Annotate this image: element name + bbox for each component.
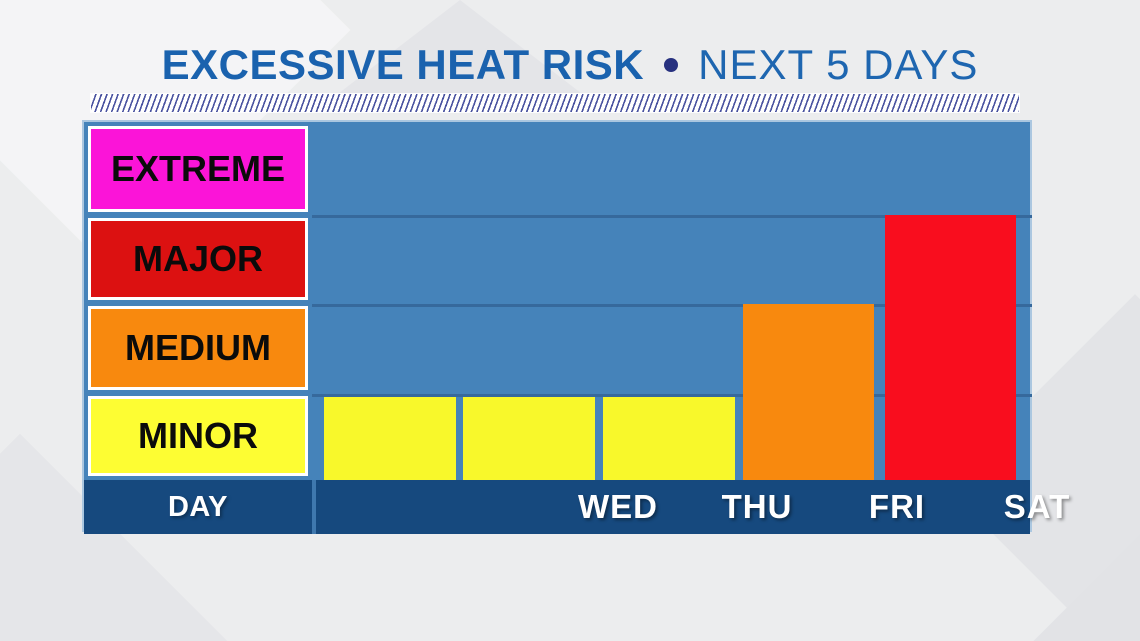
bar-fri bbox=[603, 397, 735, 480]
bullet-separator-icon bbox=[664, 58, 679, 72]
title-sub: NEXT 5 DAYS bbox=[698, 41, 979, 88]
axis-label-day: DAY bbox=[167, 490, 229, 523]
axis-label-fri: FRI bbox=[868, 488, 926, 525]
risk-level-extreme: EXTREME bbox=[88, 126, 308, 212]
bar-thu bbox=[463, 397, 595, 480]
background-diamond-decoration bbox=[984, 534, 1140, 641]
risk-level-label: EXTREME bbox=[110, 148, 286, 189]
risk-level-minor: MINOR bbox=[88, 396, 308, 476]
risk-level-label: MEDIUM bbox=[125, 327, 271, 368]
gridline-medium bbox=[312, 304, 1032, 307]
gridline-minor bbox=[312, 394, 1032, 397]
axis-label-sun: SUN bbox=[1109, 480, 1140, 534]
hatched-divider bbox=[90, 93, 1020, 113]
axis-label-wed: WED bbox=[578, 488, 658, 525]
gridline-major bbox=[312, 215, 1032, 218]
axis-label-sat: SAT bbox=[1003, 488, 1071, 525]
heat-risk-bar-chart: EXTREME MAJOR MEDIUM MINOR DAY WED THU bbox=[82, 120, 1069, 534]
risk-level-major: MAJOR bbox=[88, 218, 308, 300]
risk-level-label: MINOR bbox=[138, 415, 258, 456]
risk-level-medium: MEDIUM bbox=[88, 306, 308, 390]
axis-label-thu: THU bbox=[721, 488, 793, 525]
x-axis-band: DAY WED THU FRI SAT SUN bbox=[84, 480, 1069, 534]
bar-sat bbox=[743, 304, 874, 480]
bar-wed bbox=[324, 397, 456, 480]
title-main: EXCESSIVE HEAT RISK bbox=[161, 41, 645, 88]
plot-area bbox=[312, 122, 1032, 480]
bar-sun bbox=[885, 215, 1016, 480]
page-title: EXCESSIVE HEAT RISK NEXT 5 DAYS bbox=[0, 44, 1140, 86]
risk-level-label: MAJOR bbox=[132, 238, 263, 279]
axis-divider bbox=[312, 480, 316, 534]
